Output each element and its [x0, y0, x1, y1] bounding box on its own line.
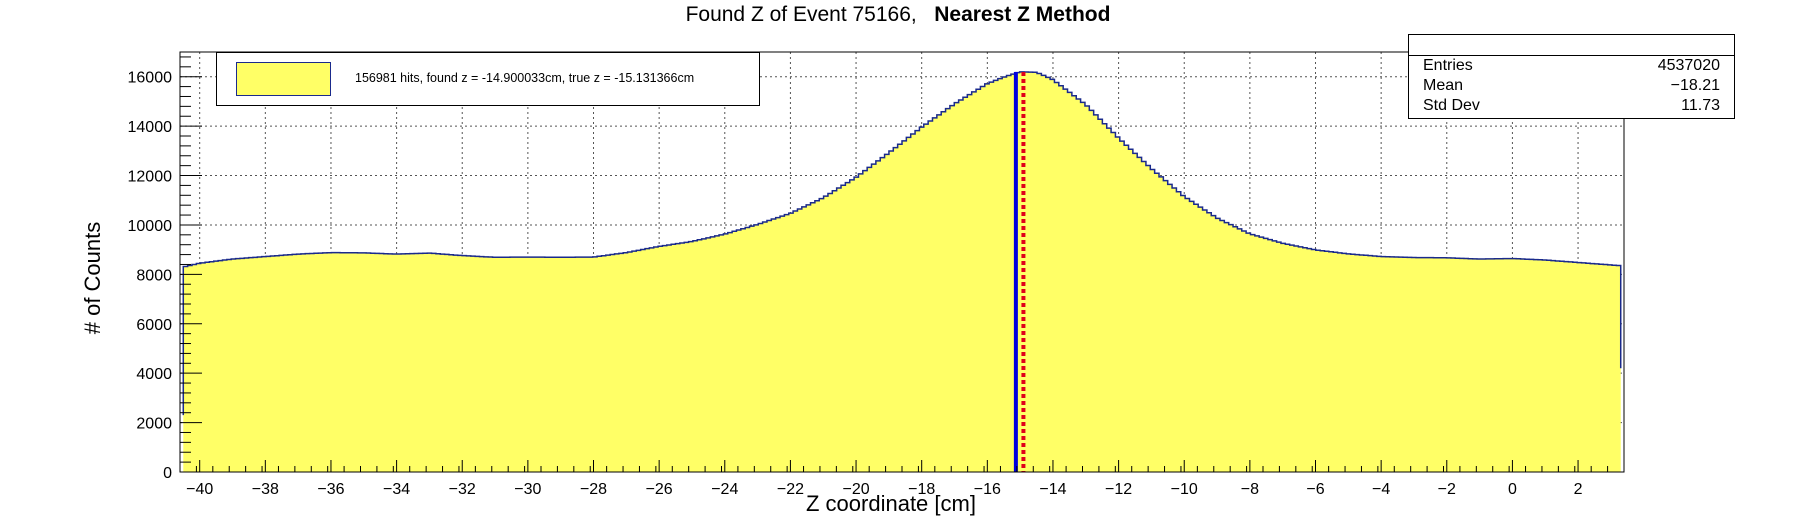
y-tick-label: 12000: [128, 169, 173, 186]
x-tick-label: −26: [646, 481, 673, 498]
histogram-fill: [183, 71, 1621, 472]
x-tick-label: −8: [1241, 481, 1259, 498]
y-tick-label: 6000: [136, 317, 172, 334]
x-tick-label: −12: [1105, 481, 1132, 498]
stats-value: −18.21: [1670, 77, 1720, 94]
stats-value: 4537020: [1657, 57, 1720, 74]
y-tick-label: 14000: [128, 119, 173, 136]
x-tick-label: −10: [1171, 481, 1198, 498]
x-axis: −40 −38 −36 −34 −32 −30 −28 −26 −24 −22 −20 −18 −16−…: [179, 460, 1625, 498]
x-tick-label: −4: [1372, 481, 1390, 498]
y-axis-label: # of Counts: [80, 221, 105, 335]
stats-header: [1409, 35, 1734, 56]
x-tick-label: −6: [1306, 481, 1324, 498]
x-tick-label: −14: [1039, 481, 1066, 498]
x-tick-label: 2: [1574, 481, 1583, 498]
x-tick-label: −32: [449, 481, 476, 498]
y-tick-label: 0: [163, 465, 172, 482]
x-tick-label: −2: [1438, 481, 1456, 498]
x-tick-label: −36: [317, 481, 344, 498]
x-tick-label: −28: [580, 481, 607, 498]
x-tick-label: 0: [1508, 481, 1517, 498]
histogram-outline: [182, 71, 1622, 416]
stats-label: Std Dev: [1423, 97, 1480, 114]
y-tick-label: 10000: [128, 218, 173, 235]
y-axis: 0 2000 4000 6000 8000 10000 12000 14000 16000: [128, 56, 202, 482]
stats-label: Mean: [1423, 77, 1464, 94]
stats-label: Entries: [1423, 57, 1473, 74]
legend-entry: 156981 hits, found z = -14.900033cm, tru…: [355, 71, 695, 85]
y-tick-label: 8000: [136, 267, 172, 284]
legend-swatch: [236, 62, 331, 96]
title-method: Nearest Z Method: [934, 3, 1111, 26]
y-tick-label: 16000: [128, 70, 173, 87]
x-axis-label: Z coordinate [cm]: [806, 491, 976, 516]
x-tick-label: −40: [186, 481, 213, 498]
title-main: Found Z of Event 75166,: [685, 3, 917, 26]
x-tick-label: −20: [842, 481, 869, 498]
x-tick-label: −38: [252, 481, 279, 498]
stats-value: 11.73: [1681, 97, 1720, 114]
z-markers: [1013, 72, 1026, 472]
x-tick-label: −24: [711, 481, 738, 498]
chart-title: Found Z of Event 75166, Nearest Z Method: [0, 3, 1796, 27]
stats-box: Entries 4537020 Mean −18.21 Std Dev 11.7…: [1408, 34, 1735, 119]
x-tick-label: −30: [514, 481, 541, 498]
y-tick-label: 2000: [136, 416, 172, 433]
x-tick-label: −34: [383, 481, 410, 498]
y-tick-label: 4000: [136, 366, 172, 383]
legend-box: 156981 hits, found z = -14.900033cm, tru…: [216, 52, 760, 106]
x-tick-label: −16: [974, 481, 1001, 498]
x-tick-label: −22: [777, 481, 804, 498]
x-tick-label: −18: [908, 481, 935, 498]
